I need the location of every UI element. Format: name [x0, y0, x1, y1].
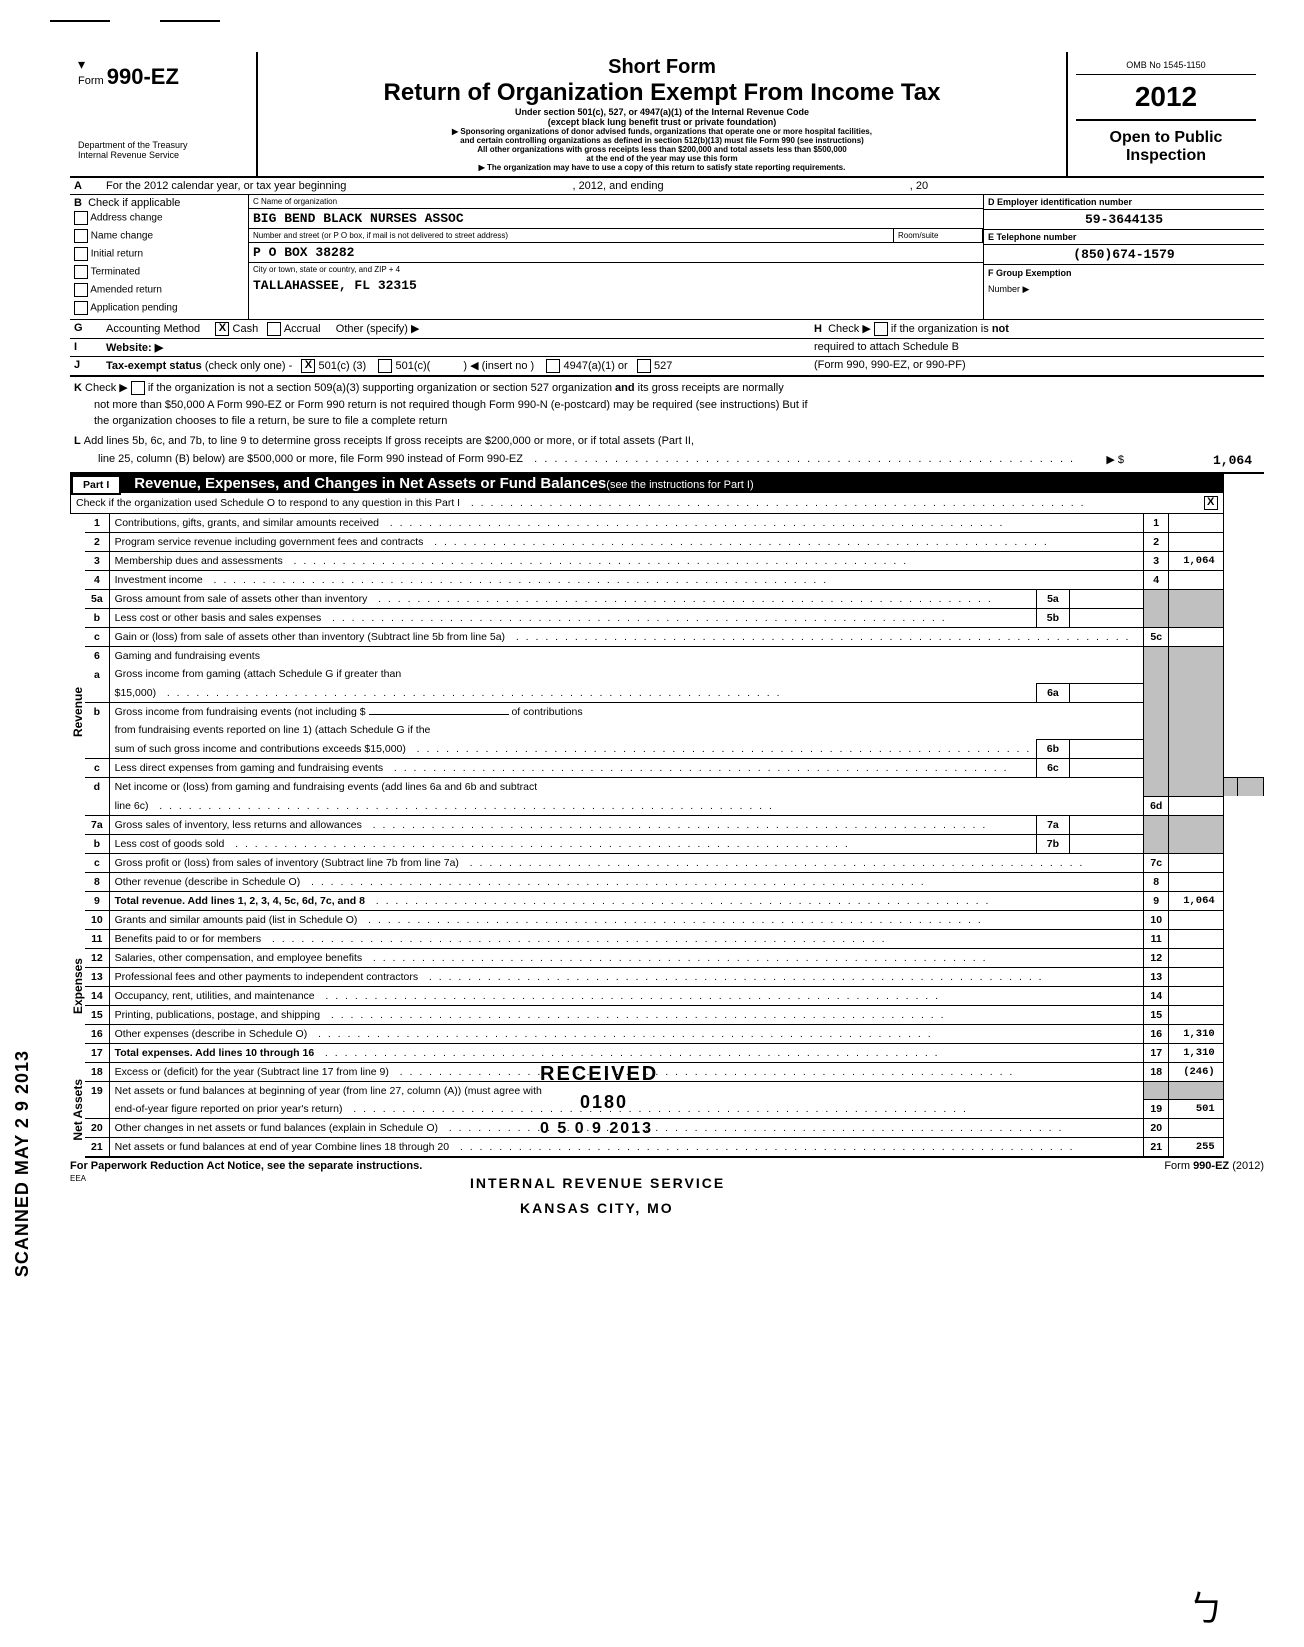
checkbox-terminated[interactable]: [74, 265, 88, 279]
title-return: Return of Organization Exempt From Incom…: [266, 79, 1058, 107]
side-stamp: SCANNED MAY 2 9 2013: [12, 1050, 33, 1277]
stamp-city: KANSAS CITY, MO: [520, 1200, 674, 1216]
stamp-received: RECEIVED: [540, 1063, 658, 1086]
section-c: C Name of organization BIG BEND BLACK NU…: [249, 195, 984, 319]
form-header: ▾ Form 990-EZ Department of the Treasury…: [70, 52, 1264, 178]
phone: (850)674-1579: [984, 245, 1264, 264]
checkbox-527[interactable]: [637, 359, 651, 373]
checkbox-schedule-b[interactable]: [874, 322, 888, 336]
line-l: L Add lines 5b, 6c, and 7b, to line 9 to…: [70, 433, 1264, 449]
line-k: K Check ▶ if the organization is not a s…: [70, 377, 1264, 397]
netassets-label: Net Assets: [71, 1079, 85, 1141]
org-city: TALLAHASSEE, FL 32315: [253, 278, 979, 293]
checkbox-k[interactable]: [131, 381, 145, 395]
irs-label: Internal Revenue Service: [78, 150, 248, 160]
line-l-value: 1,064: [1128, 451, 1260, 470]
section-def: D Employer identification number 59-3644…: [984, 195, 1264, 319]
section-b: B Check if applicable Address change Nam…: [70, 195, 249, 319]
line16-value: 1,310: [1169, 1024, 1223, 1043]
checkbox-501c3[interactable]: X: [301, 359, 315, 373]
line21-value: 255: [1169, 1138, 1223, 1158]
checkbox-name-change[interactable]: [74, 229, 88, 243]
checkbox-cash[interactable]: X: [215, 322, 229, 336]
checkbox-4947[interactable]: [546, 359, 560, 373]
line-a: A For the 2012 calendar year, or tax yea…: [70, 178, 1264, 195]
line9-value: 1,064: [1169, 891, 1223, 910]
checkbox-amended[interactable]: [74, 283, 88, 297]
ein: 59-3644135: [984, 210, 1264, 229]
stamp-date: 0 5 0 9 2013: [540, 1120, 653, 1138]
title-short-form: Short Form: [266, 56, 1058, 79]
line-h: H Check ▶ if the organization is not: [810, 320, 1264, 338]
omb-number: OMB No 1545-1150: [1076, 56, 1256, 75]
stamp-code: 0180: [580, 1092, 628, 1113]
checkbox-accrual[interactable]: [267, 322, 281, 336]
line-i: Website: ▶: [102, 339, 810, 356]
checkbox-part1-schedO[interactable]: X: [1204, 496, 1218, 510]
part1-table: Part I Revenue, Expenses, and Changes in…: [70, 474, 1264, 1158]
checkbox-pending[interactable]: [74, 301, 88, 315]
stamp-irs: INTERNAL REVENUE SERVICE: [470, 1175, 725, 1191]
signature-mark: ㄅ: [1188, 1580, 1224, 1632]
org-name: BIG BEND BLACK NURSES ASSOC: [249, 209, 468, 228]
line-j: Tax-exempt status (check only one) - X 5…: [102, 357, 810, 375]
line19-value: 501: [1169, 1100, 1223, 1119]
line17-value: 1,310: [1169, 1043, 1223, 1062]
checkbox-address-change[interactable]: [74, 211, 88, 225]
checkbox-501c[interactable]: [378, 359, 392, 373]
checkbox-initial-return[interactable]: [74, 247, 88, 261]
line3-value: 1,064: [1169, 552, 1223, 571]
dept-treasury: Department of the Treasury: [78, 140, 248, 150]
revenue-label: Revenue: [71, 687, 85, 737]
line18-value: (246): [1169, 1062, 1223, 1081]
tax-year: 2012: [1076, 75, 1256, 121]
form-number: Form 990-EZ: [78, 64, 248, 90]
line-g: Accounting Method X Cash Accrual Other (…: [102, 320, 810, 338]
open-public: Open to Public Inspection: [1076, 121, 1256, 165]
org-address: P O BOX 38282: [249, 243, 358, 262]
expenses-label: Expenses: [71, 958, 85, 1014]
